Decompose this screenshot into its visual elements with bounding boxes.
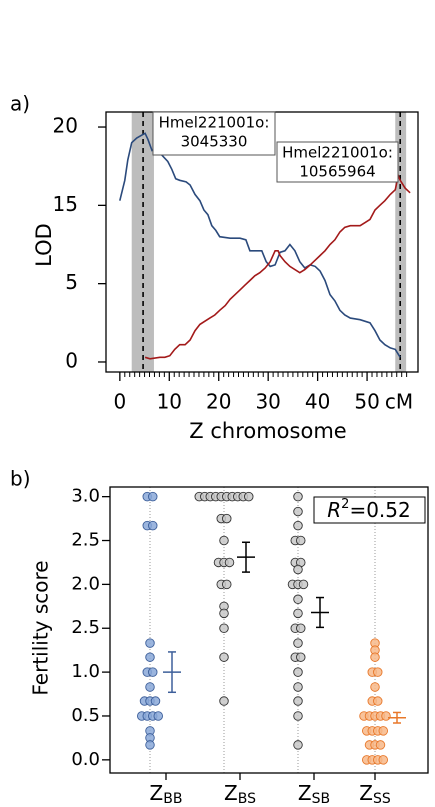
r-symbol: R: [327, 498, 341, 522]
annotation-text: Hmel221001o:: [282, 144, 393, 162]
annotation-text: 3045330: [181, 133, 248, 151]
data-point: [293, 520, 303, 531]
y-tick-label: 0: [65, 348, 78, 372]
y-tick-label: 5: [65, 270, 78, 294]
y-axis-label: Fertility score: [29, 560, 53, 695]
x-tick-label: 50: [354, 390, 379, 414]
data-point: [378, 755, 389, 765]
data-point: [147, 667, 158, 677]
data-point: [378, 726, 389, 736]
data-point: [150, 696, 161, 706]
data-point: [219, 535, 229, 546]
y-tick-label: 0.5: [71, 705, 100, 726]
x-tick-label: 10: [157, 390, 182, 414]
x-tick-label: 40: [305, 390, 330, 414]
data-point: [296, 535, 306, 546]
data-point: [221, 513, 232, 524]
y-tick-label: 15: [53, 192, 78, 216]
data-point: [145, 740, 155, 750]
data-point: [375, 740, 386, 750]
annotation-box: [313, 496, 426, 524]
data-point: [293, 638, 303, 648]
x-tick-label: ZSB: [298, 781, 330, 807]
data-point: [219, 652, 229, 662]
data-point: [296, 652, 306, 662]
y-axis-label: LOD: [32, 223, 56, 267]
data-point: [293, 667, 303, 677]
data-point: [243, 491, 254, 502]
data-point: [219, 696, 229, 706]
data-point: [145, 638, 155, 648]
category-subscript: BS: [238, 791, 256, 807]
r-squared: R2=0.52: [327, 497, 410, 522]
data-point: [293, 608, 303, 619]
y-tick-label: 20: [53, 114, 78, 138]
annotation-box: [276, 141, 399, 183]
data-point: [381, 711, 391, 721]
x-tick-label: ZSS: [359, 781, 391, 807]
y-tick-label: 0.0: [71, 749, 100, 770]
data-point: [153, 711, 163, 721]
data-point: [370, 652, 380, 662]
category-prefix: Z: [298, 781, 312, 805]
annotation-text: 10565964: [299, 163, 375, 181]
data-point: [293, 696, 303, 706]
data-point: [219, 623, 229, 633]
panel-label: b): [10, 467, 31, 491]
x-tick-label: 0: [113, 390, 126, 414]
panel-label: a): [10, 92, 30, 116]
lod-line: [144, 172, 411, 360]
data-point: [370, 682, 380, 692]
x-unit: cM: [385, 390, 413, 414]
data-point: [296, 623, 306, 633]
x-axis-label: Z chromosome: [189, 419, 346, 443]
data-point: [293, 594, 303, 605]
plot-frame: [109, 486, 429, 774]
y-tick-label: 1.0: [71, 661, 100, 682]
category-subscript: SS: [373, 791, 391, 807]
data-point: [293, 491, 303, 502]
data-point: [221, 579, 232, 590]
data-point: [293, 682, 303, 692]
r-value: =0.52: [349, 498, 410, 522]
category-prefix: Z: [224, 781, 238, 805]
x-tick-label: ZBB: [150, 781, 183, 807]
data-point: [147, 491, 158, 502]
annotation-text: Hmel221001o:: [159, 114, 270, 132]
category-prefix: Z: [150, 781, 164, 805]
data-point: [145, 652, 155, 662]
y-tick-label: 2.0: [71, 573, 100, 594]
data-point: [219, 608, 229, 619]
r-exponent: 2: [341, 497, 349, 512]
data-point: [293, 506, 303, 517]
data-point: [147, 520, 158, 531]
data-point: [298, 579, 309, 590]
annotation-box: [152, 111, 276, 156]
x-tick-label: 30: [255, 390, 280, 414]
category-prefix: Z: [359, 781, 373, 805]
data-point: [145, 682, 155, 692]
data-point: [293, 740, 303, 750]
data-point: [373, 667, 383, 677]
data-point: [373, 696, 383, 706]
y-tick-label: 3.0: [71, 486, 100, 507]
x-tick-label: ZBS: [224, 781, 256, 807]
category-subscript: SB: [312, 791, 331, 807]
y-tick-label: 2.5: [71, 617, 100, 638]
data-point: [293, 711, 303, 721]
data-point: [224, 557, 235, 568]
y-tick-label: 2.5: [71, 530, 100, 551]
data-point: [293, 564, 303, 575]
x-tick-label: 20: [206, 390, 231, 414]
category-subscript: BB: [163, 791, 182, 807]
